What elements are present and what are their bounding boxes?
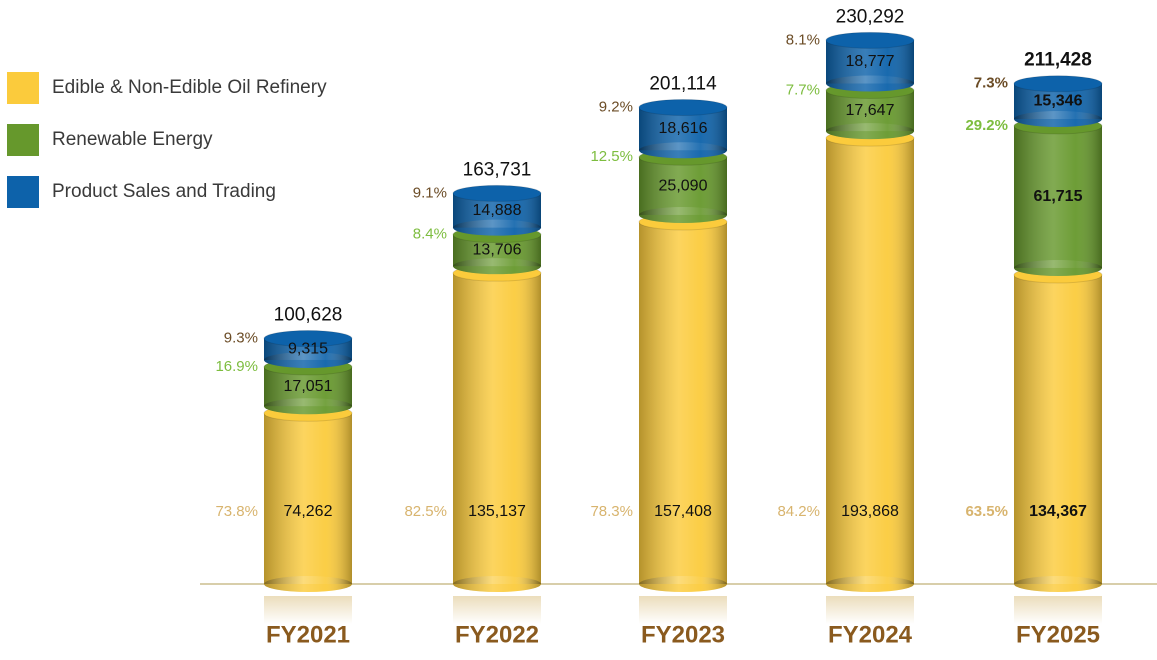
cylinder-top (453, 185, 541, 201)
shading (639, 222, 727, 584)
value-label: 13,706 (473, 242, 522, 259)
value-label: 18,616 (659, 120, 708, 137)
share-label: 16.9% (215, 358, 258, 375)
total-label: 201,114 (649, 73, 717, 94)
value-label: 17,647 (846, 102, 895, 119)
total-label: 100,628 (274, 305, 343, 326)
reflection (1014, 596, 1102, 624)
cylinder-top (826, 32, 914, 48)
x-tick-label: FY2022 (455, 621, 539, 648)
reflection (264, 596, 352, 624)
value-label: 135,137 (468, 503, 526, 520)
share-label: 73.8% (215, 503, 258, 520)
legend-text: Product Sales and Trading (52, 181, 276, 202)
shading (264, 413, 352, 584)
shading (453, 273, 541, 584)
share-label: 9.1% (413, 184, 447, 201)
share-label: 82.5% (404, 503, 447, 520)
value-label: 15,346 (1034, 93, 1083, 110)
reflection (639, 596, 727, 624)
reflection (826, 596, 914, 624)
legend-swatch (7, 124, 39, 156)
share-label: 9.2% (599, 98, 633, 115)
value-label: 157,408 (654, 503, 712, 520)
x-tick-label: FY2025 (1016, 621, 1100, 648)
x-tick-label: FY2021 (266, 621, 350, 648)
reflection (453, 596, 541, 624)
value-label: 61,715 (1034, 188, 1083, 205)
share-label: 8.4% (413, 226, 447, 243)
share-label: 7.7% (786, 81, 820, 98)
value-label: 18,777 (846, 53, 895, 70)
chart: Edible & Non-Edible Oil Refinery Renewabl… (0, 0, 1157, 660)
total-label: 211,428 (1024, 50, 1092, 71)
value-label: 134,367 (1029, 503, 1087, 520)
share-label: 12.5% (590, 148, 633, 165)
legend-swatch (7, 176, 39, 208)
share-label: 78.3% (590, 503, 633, 520)
share-label: 7.3% (974, 75, 1008, 92)
x-tick-label: FY2023 (641, 621, 725, 648)
share-label: 8.1% (786, 31, 820, 48)
cylinder-top (639, 99, 727, 115)
shading (1014, 275, 1102, 584)
share-label: 29.2% (965, 117, 1008, 134)
value-label: 193,868 (841, 503, 899, 520)
value-label: 25,090 (659, 177, 708, 194)
value-label: 17,051 (284, 378, 333, 395)
value-label: 9,315 (288, 340, 328, 357)
legend-text: Edible & Non-Edible Oil Refinery (52, 77, 327, 98)
total-label: 163,731 (463, 159, 532, 180)
share-label: 63.5% (965, 503, 1008, 520)
legend-swatch (7, 72, 39, 104)
legend-text: Renewable Energy (52, 129, 213, 150)
x-tick-label: FY2024 (828, 621, 913, 648)
value-label: 14,888 (473, 202, 522, 219)
share-label: 9.3% (224, 330, 258, 347)
value-label: 74,262 (284, 503, 333, 520)
share-label: 84.2% (777, 503, 820, 520)
total-label: 230,292 (836, 6, 905, 27)
cylinder-top (1014, 76, 1102, 92)
